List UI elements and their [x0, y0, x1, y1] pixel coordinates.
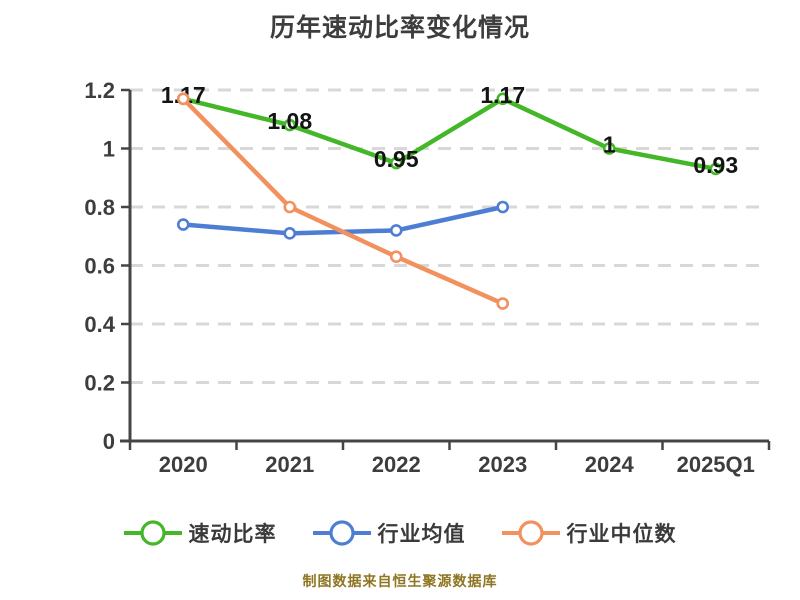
data-point-label: 1	[603, 132, 616, 158]
y-tick-label: 1	[103, 137, 115, 162]
data-point	[283, 227, 297, 240]
y-tick-label: 0	[103, 429, 115, 454]
x-tick-label: 2021	[265, 452, 314, 477]
data-point	[389, 224, 403, 237]
data-point-label: 1.08	[267, 108, 312, 134]
data-point-label: 0.93	[693, 152, 738, 178]
data-point-label: 0.95	[374, 146, 419, 172]
x-axis-ticks: 2020 2021 2022 2023 2024 2025Q1	[128, 441, 771, 477]
data-source-note: 制图数据来自恒生聚源数据库	[302, 573, 498, 589]
legend-marker-icon	[123, 520, 182, 546]
x-tick-label: 2020	[159, 452, 208, 477]
data-point	[496, 92, 510, 106]
data-point	[496, 200, 510, 214]
legend-label: 行业均值	[377, 523, 466, 546]
data-point	[283, 118, 297, 132]
data-point	[176, 92, 190, 106]
legend-item-2[interactable]: 行业中位数	[501, 517, 677, 549]
x-tick-label: 2024	[585, 452, 635, 477]
legend-label: 行业中位数	[566, 523, 677, 546]
data-point	[389, 250, 403, 264]
legend-item-1[interactable]: 行业均值	[312, 517, 466, 549]
data-point	[176, 218, 190, 231]
legend-marker-icon	[501, 520, 560, 546]
x-tick-label: 2023	[478, 452, 527, 477]
x-tick-label: 2025Q1	[677, 452, 755, 477]
data-point-label: 1.17	[480, 82, 525, 108]
y-tick-label: 0.2	[84, 371, 115, 396]
data-point	[283, 200, 297, 214]
legend-marker-icon	[312, 520, 371, 546]
y-tick-label: 1.2	[84, 78, 115, 103]
x-tick-label: 2022	[372, 452, 421, 477]
data-point	[496, 297, 510, 310]
data-point	[602, 142, 616, 155]
legend-item-0[interactable]: 速动比率	[123, 517, 277, 549]
series-2	[176, 92, 510, 310]
chart-title: 历年速动比率变化情况	[269, 14, 530, 42]
chart-legend: 速动比率 行业均值 行业中位数	[0, 517, 800, 549]
y-tick-label: 0.4	[84, 312, 115, 337]
y-axis-ticks: 0 0.2 0.4 0.6 0.8 1 1.2	[84, 78, 130, 454]
legend-label: 速动比率	[188, 523, 277, 546]
y-tick-label: 0.8	[84, 195, 115, 220]
data-point	[709, 162, 723, 176]
y-tick-label: 0.6	[84, 254, 115, 279]
data-point	[389, 156, 403, 170]
gridlines	[130, 88, 762, 384]
